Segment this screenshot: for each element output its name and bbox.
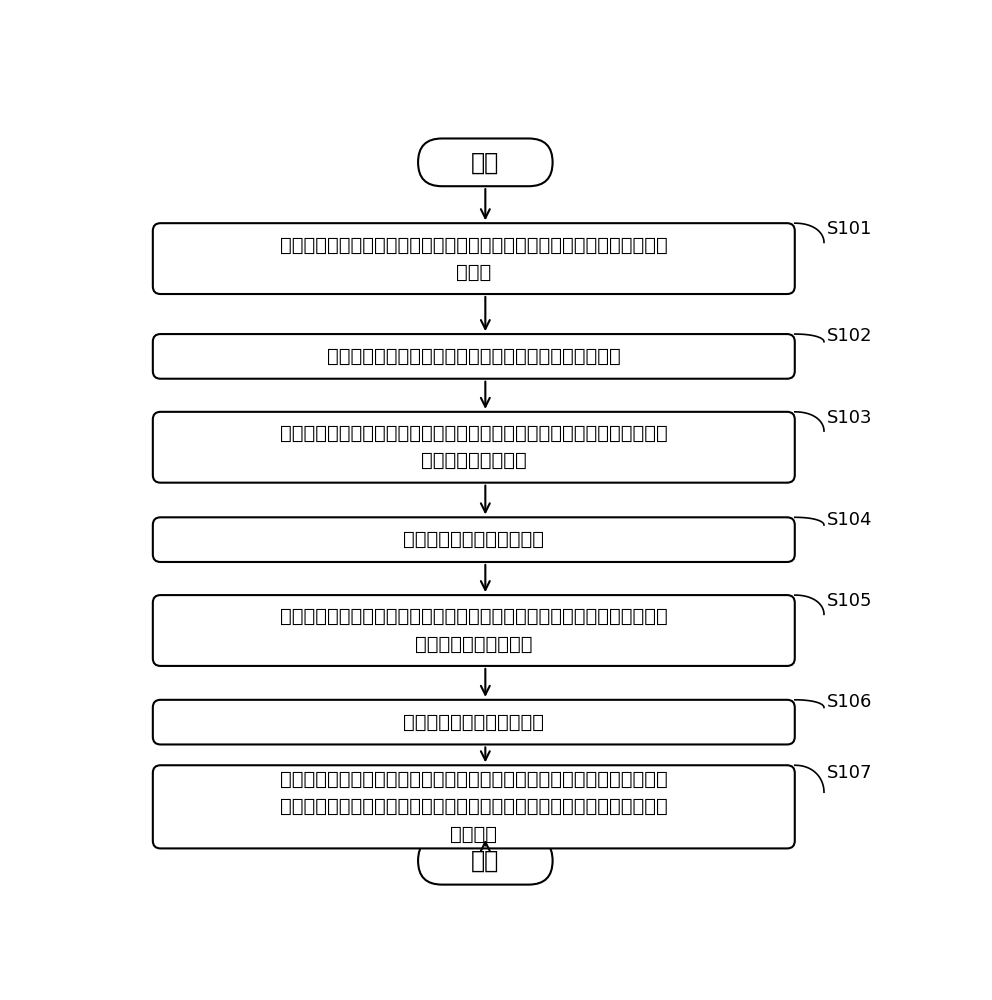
FancyBboxPatch shape [153,223,795,294]
FancyBboxPatch shape [153,334,795,379]
Text: S102: S102 [827,327,873,345]
FancyBboxPatch shape [418,138,553,186]
Text: S107: S107 [827,764,873,782]
Text: 将所述原始数据作为所述训练后的健康评估模型的输入数据，所述健康评估
模型输出所述待评估人员的健康评估结果，其中，所述健康评估结果包括健
康和异常: 将所述原始数据作为所述训练后的健康评估模型的输入数据，所述健康评估 模型输出所述… [280,770,668,844]
Text: 结合交叉验证法，通过所述样本数据集对所述健康评估模型进行训练，得到
训练后的健康评估模型: 结合交叉验证法，通过所述样本数据集对所述健康评估模型进行训练，得到 训练后的健康… [280,607,668,654]
Text: S101: S101 [827,220,872,238]
Text: S105: S105 [827,592,873,610]
Text: S106: S106 [827,693,872,711]
Text: 开始: 开始 [471,150,499,174]
FancyBboxPatch shape [153,412,795,483]
Text: 结束: 结束 [471,849,499,873]
Text: 确定健康评估指标，其中，所述健康评估指标包括生理指标、行为指标和心
理指标: 确定健康评估指标，其中，所述健康评估指标包括生理指标、行为指标和心 理指标 [280,235,668,282]
FancyBboxPatch shape [153,700,795,744]
FancyBboxPatch shape [153,517,795,562]
Text: 结合每个所述健康评估指标的权重参数，构建包括元学习器、生成器和基学
习器的健康评估模型: 结合每个所述健康评估指标的权重参数，构建包括元学习器、生成器和基学 习器的健康评… [280,424,668,470]
FancyBboxPatch shape [153,595,795,666]
Text: 获取不同个体的样本数据集: 获取不同个体的样本数据集 [404,530,545,549]
FancyBboxPatch shape [418,837,553,885]
Text: 基于信息熵原理，确定每个所述健康评估指标的权重参数: 基于信息熵原理，确定每个所述健康评估指标的权重参数 [327,347,621,366]
Text: S103: S103 [827,409,873,427]
FancyBboxPatch shape [153,765,795,848]
Text: 获取待评估人员的原始数据: 获取待评估人员的原始数据 [404,713,545,732]
Text: S104: S104 [827,511,873,529]
